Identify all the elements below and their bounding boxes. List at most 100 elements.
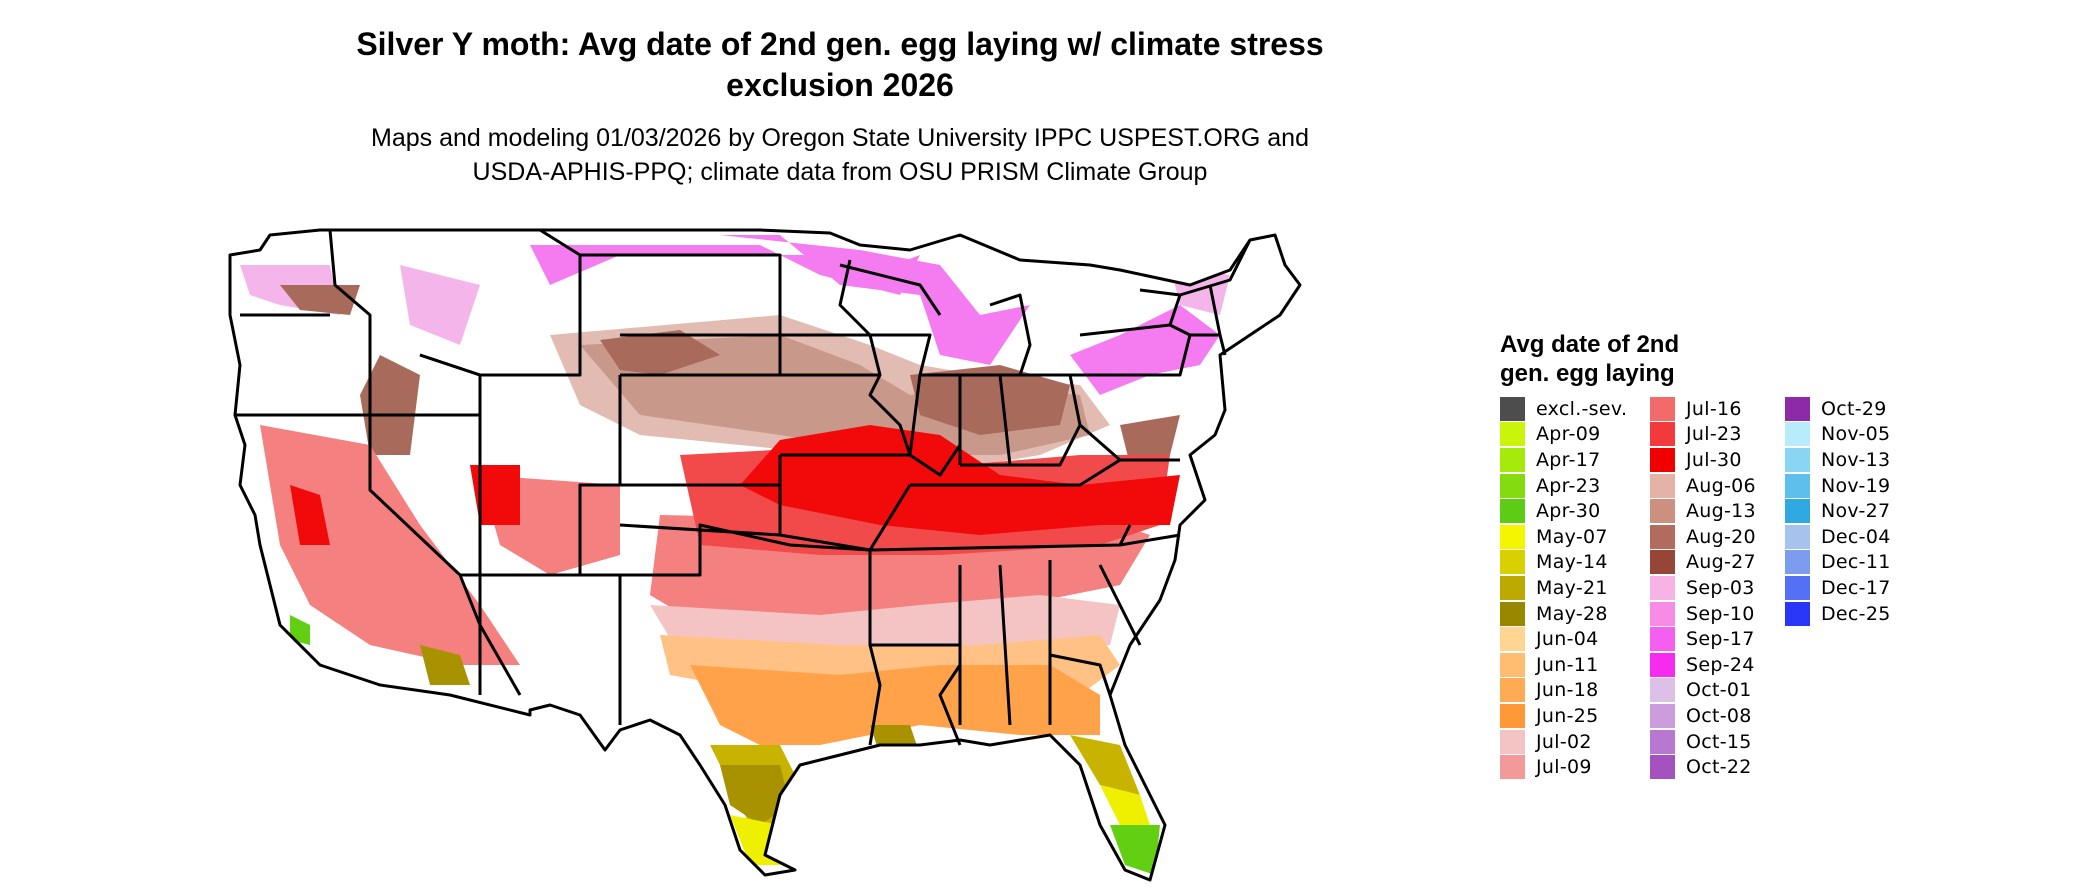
red-bright-region	[740, 425, 1180, 535]
map-subtitle-line1: Maps and modeling 01/03/2026 by Oregon S…	[371, 124, 1309, 152]
legend-label: Nov-27	[1821, 500, 1891, 523]
legend-swatch	[1650, 396, 1675, 421]
legend-label: Dec-04	[1821, 525, 1891, 548]
map-subtitle: Maps and modeling 01/03/2026 by Oregon S…	[250, 121, 1430, 189]
legend-item: Dec-17	[1785, 575, 1935, 601]
legend-swatch	[1650, 627, 1675, 652]
legend-label: Apr-17	[1536, 448, 1601, 471]
legend-label: Sep-17	[1686, 628, 1755, 651]
legend-swatch	[1650, 755, 1675, 780]
legend-label: Aug-20	[1686, 525, 1756, 548]
legend-label: Dec-25	[1821, 602, 1891, 625]
legend-swatch	[1785, 524, 1810, 549]
legend-title-line1: Avg date of 2nd	[1500, 331, 1680, 358]
legend-label: May-07	[1536, 525, 1608, 548]
legend-item: May-14	[1500, 550, 1650, 576]
legend-swatch	[1500, 575, 1525, 600]
legend-swatch	[1650, 703, 1675, 728]
legend-item: Jun-11	[1500, 652, 1650, 678]
legend-item: Apr-17	[1500, 447, 1650, 473]
us-map	[228, 228, 1302, 882]
legend-label: May-21	[1536, 576, 1608, 599]
legend-swatch	[1650, 447, 1675, 472]
legend-swatch	[1650, 678, 1675, 703]
legend-item: Jun-25	[1500, 703, 1650, 729]
legend-swatch	[1650, 422, 1675, 447]
red-light-region	[260, 425, 520, 665]
legend-swatch	[1500, 652, 1525, 677]
state-line-ms-al-ga	[958, 560, 1112, 726]
legend-item: Oct-22	[1650, 754, 1785, 780]
legend-swatch	[1785, 601, 1810, 626]
legend-item: Oct-29	[1785, 396, 1935, 422]
legend-swatch	[1785, 447, 1810, 472]
legend-item: Aug-13	[1650, 498, 1785, 524]
legend-label: Nov-05	[1821, 423, 1891, 446]
legend-label: Apr-30	[1536, 500, 1601, 523]
legend-label: Apr-23	[1536, 474, 1601, 497]
north-pink-region	[720, 235, 1030, 365]
legend-label: Jul-02	[1536, 730, 1592, 753]
legend-swatch	[1650, 499, 1675, 524]
legend-label: Aug-13	[1686, 500, 1756, 523]
legend-label: Aug-27	[1686, 551, 1756, 574]
legend-swatch	[1650, 473, 1675, 498]
legend-item: Aug-20	[1650, 524, 1785, 550]
legend-swatch	[1785, 396, 1810, 421]
red-bright-region	[290, 465, 520, 545]
legend-label: May-28	[1536, 602, 1608, 625]
legend-item: Jun-18	[1500, 678, 1650, 704]
legend-item: Jul-16	[1650, 396, 1785, 422]
legend-swatch	[1500, 396, 1525, 421]
legend-item: Nov-13	[1785, 447, 1935, 473]
climate-bands	[230, 230, 1300, 880]
map-legend: Avg date of 2nd gen. egg laying excl.-se…	[1500, 330, 1935, 780]
orange-region	[690, 665, 1100, 745]
legend-item: May-07	[1500, 524, 1650, 550]
legend-item: excl.-sev.	[1500, 396, 1650, 422]
legend-swatch	[1785, 473, 1810, 498]
legend-item: Aug-27	[1650, 550, 1785, 576]
yellow-region	[730, 785, 1150, 865]
legend-swatch	[1500, 755, 1525, 780]
state-line-va-nc-sc	[1079, 423, 1181, 646]
legend-swatch	[1500, 422, 1525, 447]
legend-swatch	[1500, 729, 1525, 754]
legend-label: Sep-24	[1686, 653, 1755, 676]
legend-swatch	[1650, 524, 1675, 549]
legend-label: Jul-23	[1686, 423, 1742, 446]
legend-title: Avg date of 2nd gen. egg laying	[1500, 330, 1730, 388]
legend-column-3: Oct-29 Nov-05 Nov-13 Nov-19 Nov-27 Dec-04 Dec-…	[1785, 396, 1935, 780]
legend-label: Oct-15	[1686, 730, 1752, 753]
legend-label: Jul-16	[1686, 397, 1742, 420]
legend-item: Oct-15	[1650, 729, 1785, 755]
legend-label: Jul-30	[1686, 448, 1742, 471]
state-borders	[228, 228, 1302, 882]
legend-label: excl.-sev.	[1536, 397, 1628, 420]
legend-item: Sep-03	[1650, 575, 1785, 601]
legend-item: Dec-11	[1785, 550, 1935, 576]
legend-item: Apr-09	[1500, 422, 1650, 448]
legend-item: Dec-04	[1785, 524, 1935, 550]
legend-swatch	[1650, 550, 1675, 575]
legend-item: Dec-25	[1785, 601, 1935, 627]
legend-item: Oct-08	[1650, 703, 1785, 729]
legend-swatch	[1500, 550, 1525, 575]
north-pink-light-region	[240, 265, 1230, 345]
us-outline	[228, 228, 1302, 882]
legend-label: Sep-10	[1686, 602, 1755, 625]
map-subtitle-line2: USDA-APHIS-PPQ; climate data from OSU PR…	[472, 158, 1208, 186]
legend-swatch	[1500, 678, 1525, 703]
legend-label: Jul-09	[1536, 756, 1592, 779]
legend-item: Sep-24	[1650, 652, 1785, 678]
legend-swatch	[1500, 524, 1525, 549]
legend-item: Aug-06	[1650, 473, 1785, 499]
legend-swatch	[1500, 473, 1525, 498]
map-title-line2: exclusion 2026	[726, 67, 954, 103]
legend-label: Nov-13	[1821, 448, 1891, 471]
legend-label: Jun-04	[1536, 628, 1599, 651]
legend-swatch	[1785, 575, 1810, 600]
legend-label: Dec-11	[1821, 551, 1891, 574]
legend-label: Dec-17	[1821, 576, 1891, 599]
legend-item: Nov-27	[1785, 498, 1935, 524]
